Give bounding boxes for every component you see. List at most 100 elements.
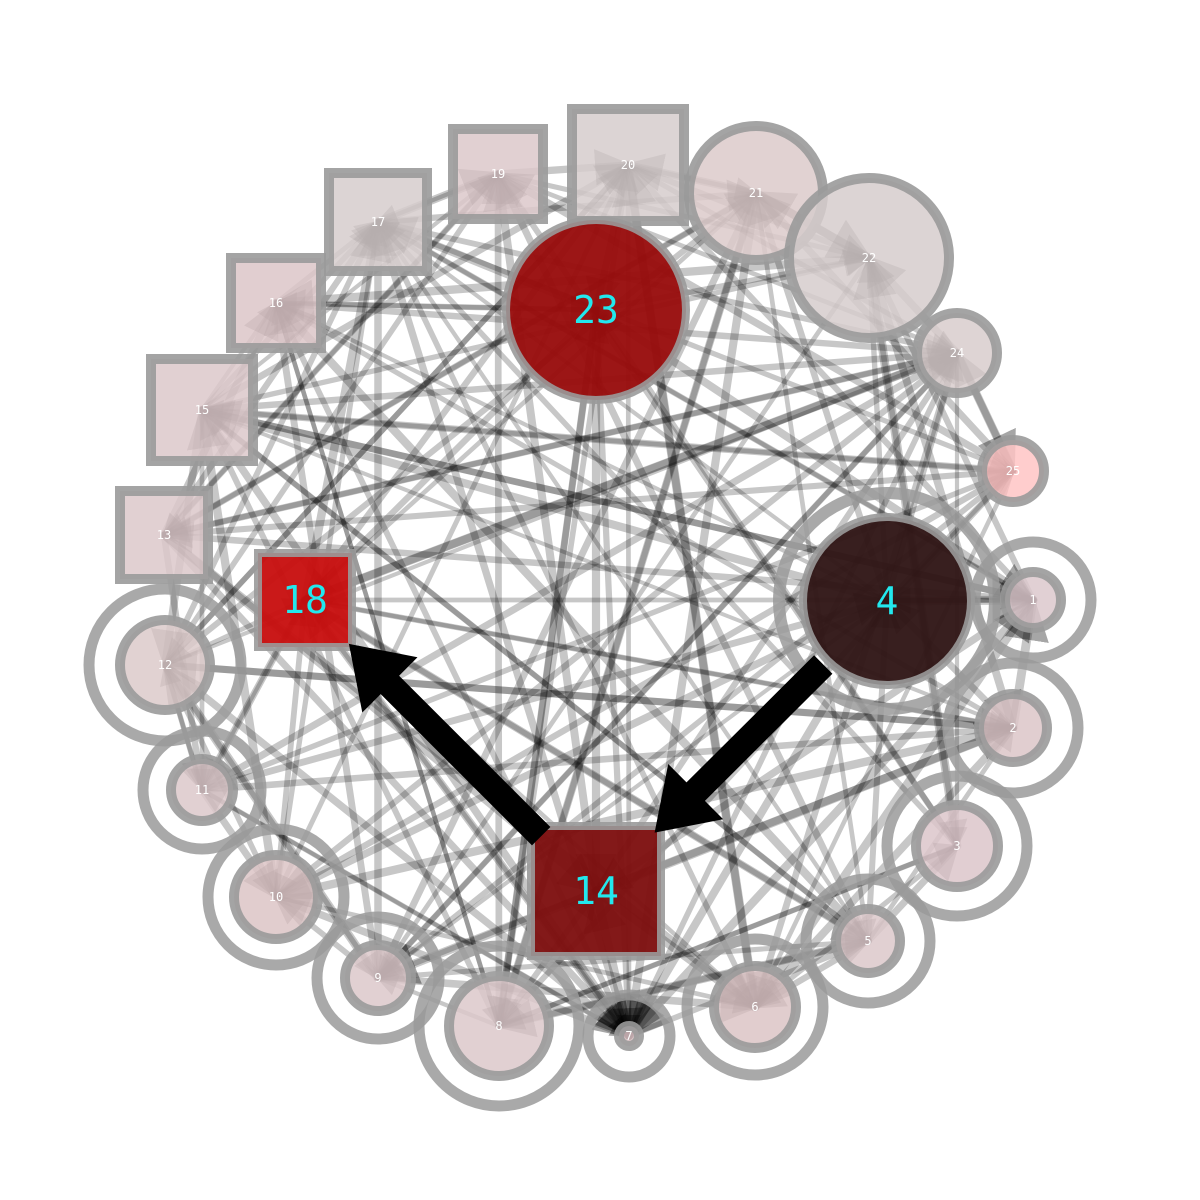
edge-24-11 (198, 349, 961, 794)
self-loop-10 (202, 823, 350, 971)
edge-2-12 (161, 649, 1017, 732)
node-14[interactable]: 14 (527, 822, 665, 960)
edge-18-17 (300, 217, 392, 605)
node-4-shape (799, 513, 975, 689)
node-6-label: 6 (751, 1000, 758, 1014)
edge-8-15 (199, 407, 502, 1029)
node-2-label: 2 (1009, 721, 1016, 735)
node-16[interactable]: 16 (226, 253, 326, 353)
node-17-shape (324, 168, 432, 276)
node-4[interactable]: 4 (799, 513, 975, 689)
edge-15-5 (199, 407, 871, 944)
node-4-label: 4 (876, 579, 899, 623)
node-8-shape (444, 971, 554, 1081)
edge-25-15 (199, 399, 1016, 474)
edge-24-18 (300, 348, 962, 607)
edge-15-25 (198, 406, 1017, 486)
node-10[interactable]: 10 (229, 850, 323, 944)
node-15-shape (146, 354, 258, 466)
self-loop-7 (582, 989, 676, 1083)
edge-10-24 (272, 349, 961, 901)
node-9-shape (340, 940, 416, 1016)
node-7-label: 7 (625, 1029, 632, 1043)
node-22-shape (784, 173, 954, 343)
node-19-label: 19 (491, 167, 505, 181)
edge-15-20 (198, 161, 632, 414)
edge-2-9 (373, 723, 1018, 984)
edge-12-2 (161, 661, 1017, 744)
edge-17-25 (375, 219, 1016, 475)
node-9[interactable]: 9 (340, 940, 416, 1016)
node-13[interactable]: 13 (115, 486, 213, 584)
node-22[interactable]: 22 (784, 173, 954, 343)
node-11[interactable]: 11 (166, 754, 238, 826)
node-5-shape (831, 904, 905, 978)
edge-2-10 (271, 723, 1018, 910)
edge-5-16 (271, 298, 873, 946)
node-25-shape (977, 435, 1049, 507)
node-8[interactable]: 8 (444, 971, 554, 1081)
node-13-shape (115, 486, 213, 584)
node-18[interactable]: 18 (254, 549, 356, 651)
edge-13-24 (160, 343, 961, 539)
node-3-label: 3 (953, 839, 960, 853)
self-loop-3 (881, 770, 1033, 922)
edge-9-24 (375, 350, 960, 981)
node-22-label: 22 (862, 251, 876, 265)
node-25[interactable]: 25 (977, 435, 1049, 507)
node-17-label: 17 (371, 215, 385, 229)
node-15[interactable]: 15 (146, 354, 258, 466)
node-25-label: 25 (1006, 464, 1020, 478)
node-17[interactable]: 17 (324, 168, 432, 276)
node-20-label: 20 (621, 158, 635, 172)
edge-13-19 (161, 171, 501, 538)
self-loop-6 (681, 933, 829, 1081)
edge-21-9 (374, 189, 760, 982)
node-20-shape (567, 104, 689, 226)
node-24[interactable]: 24 (912, 308, 1002, 398)
node-20[interactable]: 20 (567, 104, 689, 226)
node-6[interactable]: 6 (709, 961, 801, 1053)
node-12-shape (115, 615, 215, 715)
node-8-label: 8 (495, 1019, 502, 1033)
nodes-layer: 1234567891011121314151617181920212223242… (115, 104, 1066, 1081)
node-3[interactable]: 3 (911, 800, 1003, 892)
node-7-shape (614, 1021, 644, 1051)
node-23-label: 23 (573, 288, 619, 332)
node-21-label: 21 (749, 186, 763, 200)
edge-12-7 (161, 661, 633, 1040)
node-19[interactable]: 19 (448, 124, 548, 224)
node-23[interactable]: 23 (502, 216, 690, 404)
node-12[interactable]: 12 (115, 615, 215, 715)
self-loop-1 (969, 536, 1097, 664)
node-9-label: 9 (374, 971, 381, 985)
edge-24-13 (161, 350, 960, 543)
edge-24-9 (375, 350, 960, 981)
node-5[interactable]: 5 (831, 904, 905, 978)
node-5-label: 5 (864, 934, 871, 948)
node-2-shape (974, 689, 1052, 767)
node-1-label: 1 (1029, 593, 1036, 607)
self-loop-12 (83, 583, 247, 747)
node-13-label: 13 (157, 528, 171, 542)
node-18-label: 18 (282, 578, 328, 622)
node-19-shape (448, 124, 548, 224)
node-2[interactable]: 2 (974, 689, 1052, 767)
node-7[interactable]: 7 (614, 1021, 644, 1051)
node-12-label: 12 (158, 658, 172, 672)
edge-8-19 (481, 170, 515, 1030)
self-loop-9 (311, 911, 445, 1045)
node-1[interactable]: 1 (1000, 567, 1066, 633)
edge-5-17 (375, 219, 871, 944)
edge-17-6 (375, 219, 758, 1010)
edge-18-24 (301, 347, 961, 604)
edge-22-9 (375, 255, 872, 981)
edge-12-19 (162, 171, 501, 668)
edge-11-2 (198, 713, 1017, 794)
edge-12-17 (162, 219, 381, 668)
highlighted-edges-layer (348, 643, 833, 846)
edge-4-15 (197, 400, 892, 606)
node-16-shape (226, 253, 326, 353)
node-1-shape (1000, 567, 1066, 633)
